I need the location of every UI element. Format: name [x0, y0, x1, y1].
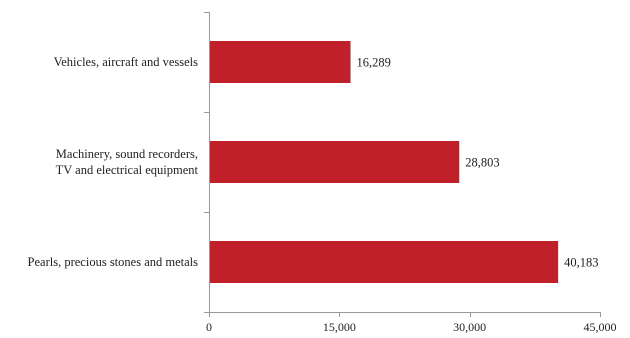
x-tick-label: 15,000	[323, 320, 356, 334]
category-label: Vehicles, aircraft and vessels	[54, 55, 199, 69]
bar	[210, 241, 559, 283]
chart-bars	[210, 41, 559, 283]
x-tick-label: 30,000	[453, 320, 486, 334]
x-tick-label: 45,000	[584, 320, 617, 334]
bar	[210, 141, 460, 183]
chart-labels: 0 15,000 30,000 45,000 Vehicles, aircraft an…	[28, 55, 617, 334]
x-tick-label: 0	[206, 320, 212, 334]
bar-value-label: 28,803	[465, 156, 499, 170]
bar-value-label: 16,289	[357, 56, 391, 70]
bar	[210, 41, 351, 83]
category-label: Machinery, sound recorders, TV and electr…	[56, 147, 199, 177]
bar-value-label: 40,183	[564, 256, 598, 270]
category-label: Pearls, precious stones and metals	[28, 255, 199, 269]
chart-axes	[204, 12, 601, 317]
